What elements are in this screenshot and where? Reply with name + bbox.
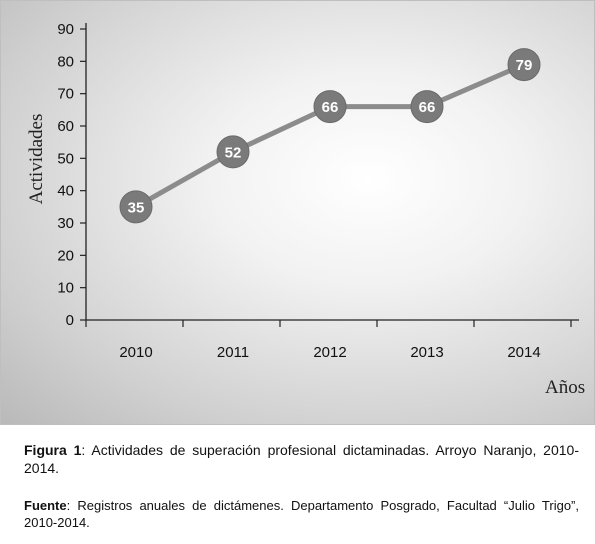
x-tick-label: 2012 xyxy=(313,344,346,361)
y-tick-label: 70 xyxy=(57,86,74,103)
y-tick-label: 30 xyxy=(57,215,74,232)
data-point-label: 52 xyxy=(225,144,242,161)
data-point-marker xyxy=(410,90,444,124)
data-point-label: 66 xyxy=(322,99,339,116)
data-point-label: 35 xyxy=(128,199,145,216)
x-axis-ticks: 2010 2011 2012 2013 2014 xyxy=(85,320,572,361)
x-tick-label: 2014 xyxy=(507,344,540,361)
y-tick-label: 0 xyxy=(66,312,74,329)
y-tick-label: 90 xyxy=(57,21,74,38)
y-tick-label: 10 xyxy=(57,280,74,297)
y-axis-ticks: 0 10 20 30 40 50 60 70 80 90 xyxy=(57,21,86,329)
y-tick-label: 60 xyxy=(57,118,74,135)
data-point-label: 79 xyxy=(516,57,533,74)
series-line xyxy=(134,62,525,210)
figure-text: : Actividades de superación profesional … xyxy=(24,442,579,476)
x-tick-label: 2011 xyxy=(217,344,249,361)
data-point-marker xyxy=(216,135,250,169)
source-label: Fuente xyxy=(24,498,67,513)
y-tick-label: 50 xyxy=(57,150,74,167)
source-text: : Registros anuales de dictámenes. Depar… xyxy=(24,498,579,530)
data-point-marker xyxy=(119,190,153,224)
x-tick-label: 2013 xyxy=(410,344,443,361)
data-point-marker xyxy=(313,90,347,124)
data-markers: 35 52 66 66 79 xyxy=(119,48,541,224)
y-tick-label: 20 xyxy=(57,247,74,264)
y-tick-label: 80 xyxy=(57,53,74,70)
x-tick-label: 2010 xyxy=(119,344,152,361)
x-axis-title: Años xyxy=(545,377,585,398)
source-caption: Fuente: Registros anuales de dictámenes.… xyxy=(24,497,579,531)
data-point-marker xyxy=(507,48,541,82)
chart-panel: 0 10 20 30 40 50 60 70 80 90 2010 2011 2012 2013 2014… xyxy=(0,0,595,425)
y-tick-label: 40 xyxy=(57,183,74,200)
series-line-group xyxy=(134,62,525,210)
figure-label: Figura 1 xyxy=(24,442,82,458)
axes xyxy=(85,23,579,321)
data-point-label: 66 xyxy=(419,99,436,116)
line-chart: 0 10 20 30 40 50 60 70 80 90 2010 2011 2012 2013 2014… xyxy=(26,21,585,398)
y-axis-title: Actividades xyxy=(26,114,47,205)
figure-caption: Figura 1: Actividades de superación prof… xyxy=(24,441,579,477)
